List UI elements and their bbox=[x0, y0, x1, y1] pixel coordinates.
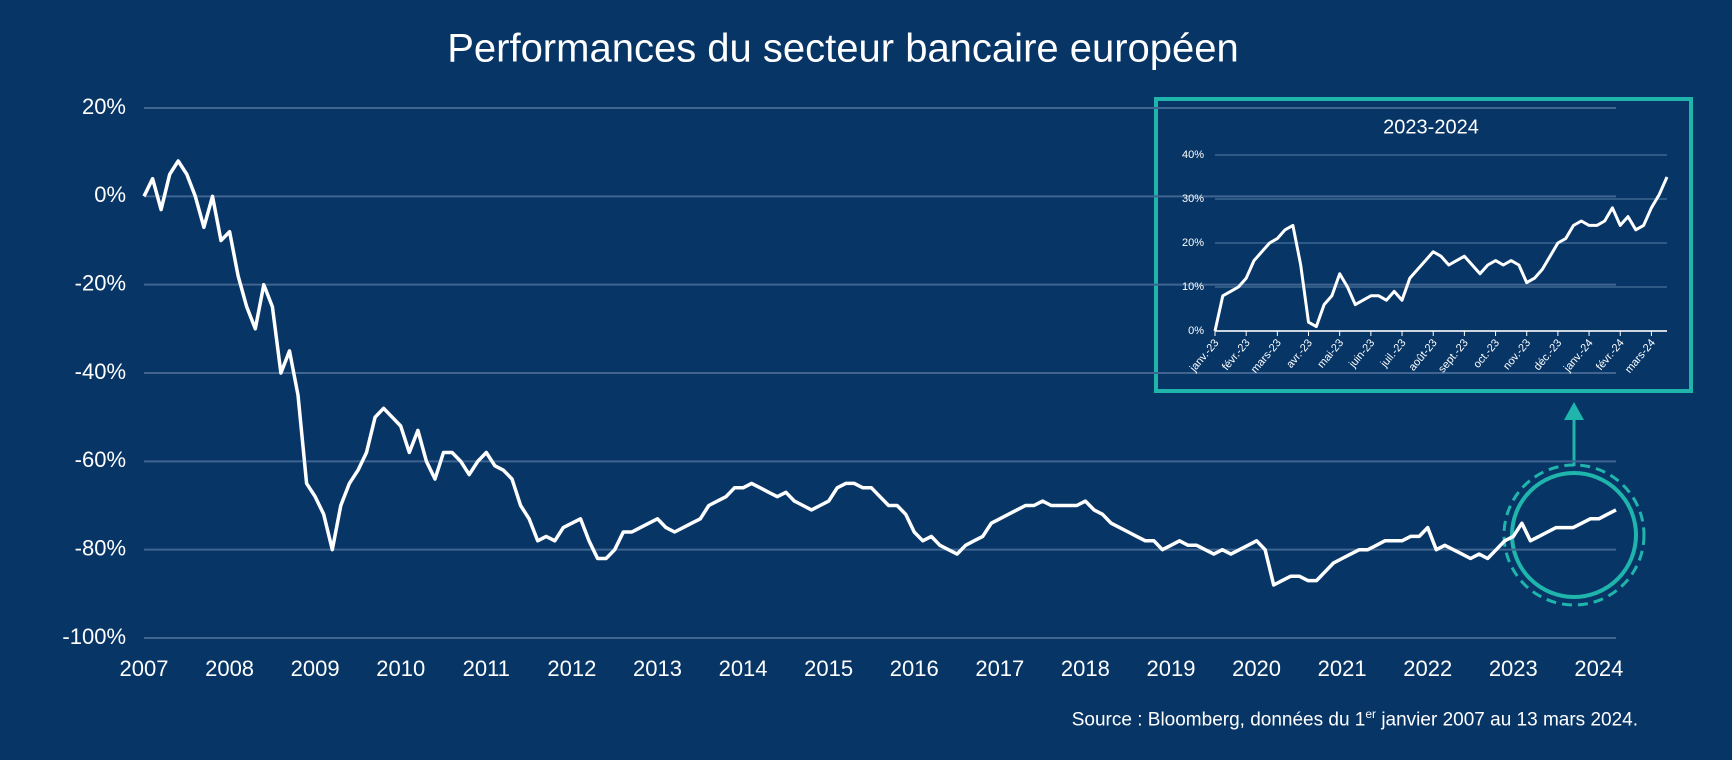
y-tick-label: -40% bbox=[75, 359, 126, 384]
y-tick-label: 20% bbox=[1182, 237, 1204, 249]
x-tick-label: 2022 bbox=[1403, 656, 1452, 681]
x-tick-label: 2007 bbox=[120, 656, 169, 681]
inset-frame bbox=[1154, 97, 1693, 393]
x-tick-label: 2021 bbox=[1318, 656, 1367, 681]
x-tick-label: 2009 bbox=[291, 656, 340, 681]
x-tick-label: 2010 bbox=[376, 656, 425, 681]
data-line bbox=[1213, 176, 1669, 332]
arrow-head bbox=[1564, 402, 1584, 420]
source-text: Source : Bloomberg, données du 1 bbox=[1071, 709, 1366, 731]
y-tick-label: -100% bbox=[62, 624, 126, 649]
x-tick-label: 2012 bbox=[547, 656, 596, 681]
x-tick-label: 2008 bbox=[205, 656, 254, 681]
y-tick-label: 40% bbox=[1182, 149, 1204, 161]
x-tick-label: 2014 bbox=[719, 656, 768, 681]
y-tick-label: -20% bbox=[75, 270, 126, 295]
x-tick-label: 2019 bbox=[1147, 656, 1196, 681]
chart-title: Performances du secteur bancaire europée… bbox=[447, 27, 1239, 71]
x-tick-label: 2020 bbox=[1232, 656, 1281, 681]
y-tick-label: 0% bbox=[1188, 325, 1204, 337]
y-tick-label: 10% bbox=[1182, 281, 1204, 293]
y-tick-label: -60% bbox=[75, 447, 126, 472]
x-tick-label: 2013 bbox=[633, 656, 682, 681]
inset-title: 2023-2024 bbox=[1383, 116, 1479, 138]
data-line bbox=[142, 159, 1617, 587]
x-tick-label: 2024 bbox=[1574, 656, 1623, 681]
y-tick-label: 20% bbox=[82, 94, 126, 119]
y-tick-label: 0% bbox=[94, 182, 126, 207]
source-note: Source : Bloomberg, données du 1er janvi… bbox=[1072, 707, 1638, 731]
y-tick-label: -80% bbox=[75, 535, 126, 560]
x-tick-label: 2015 bbox=[804, 656, 853, 681]
source-sup: er bbox=[1365, 707, 1377, 721]
x-tick-label: 2017 bbox=[975, 656, 1024, 681]
source-text: janvier 2007 au 13 mars 2024. bbox=[1376, 709, 1638, 731]
highlight-circle bbox=[1510, 471, 1638, 599]
x-tick-label: 2011 bbox=[463, 656, 510, 681]
x-tick-label: 2016 bbox=[890, 656, 939, 681]
y-tick-label: 30% bbox=[1182, 193, 1204, 205]
x-tick-label: 2023 bbox=[1489, 656, 1538, 681]
x-tick-label: 2018 bbox=[1061, 656, 1110, 681]
highlight-circle-dashed bbox=[1502, 463, 1646, 607]
